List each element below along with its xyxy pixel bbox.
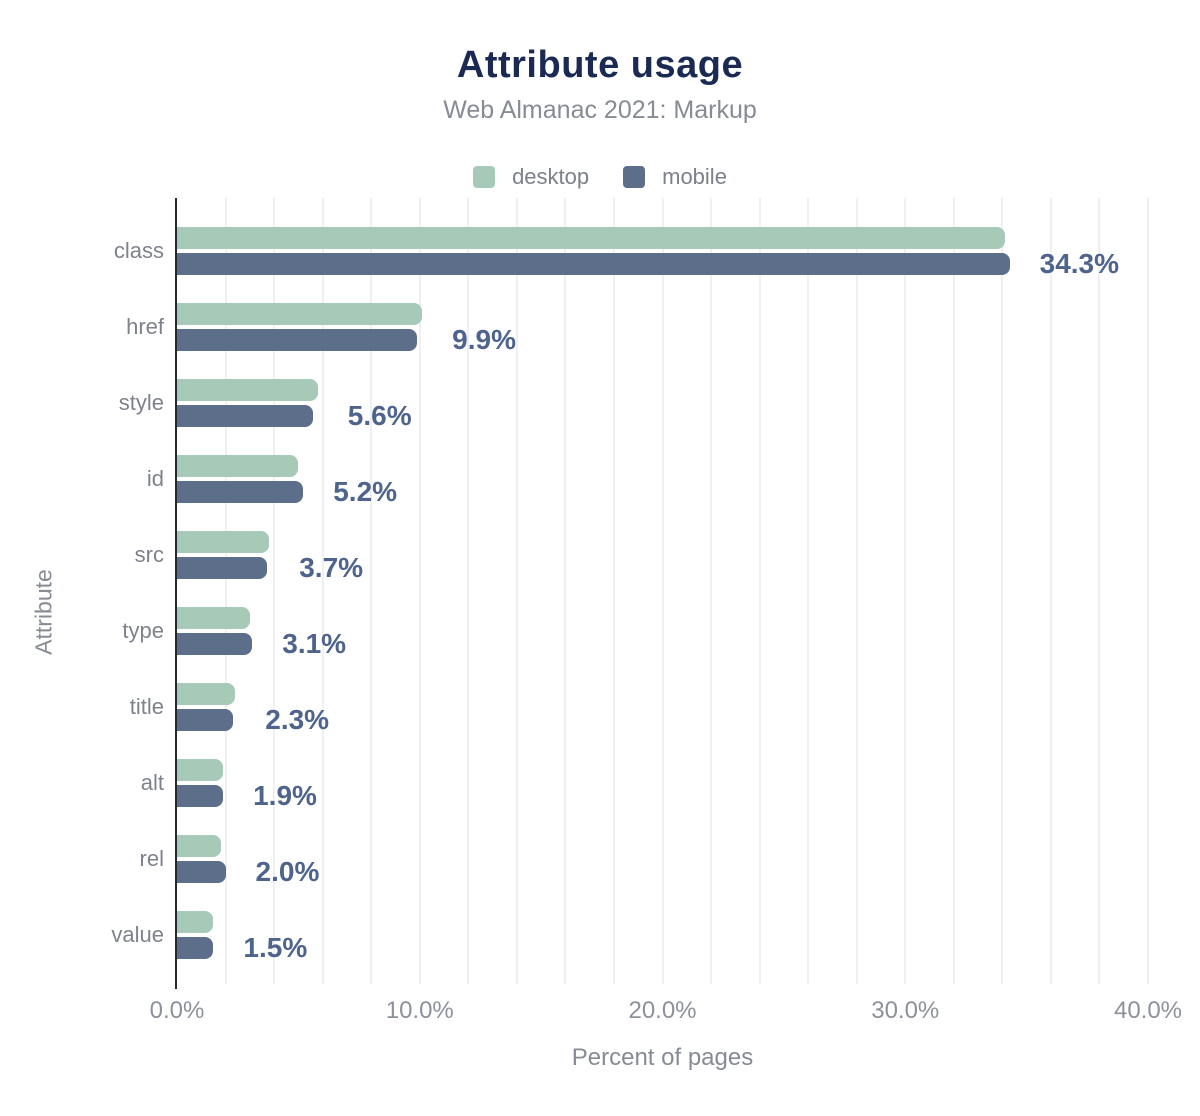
bar-row-href: href 9.9% [126,289,1148,365]
value-annotation-rel: 2.0% [255,856,320,887]
value-annotation-src: 3.7% [299,552,364,583]
gridline [904,198,907,984]
bar-row-src: src 3.7% [135,517,1148,593]
mobile-bar-rel [177,861,226,883]
legend-swatch-mobile [623,166,646,188]
value-annotation-href: 9.9% [452,324,516,355]
value-annotation-id: 5.2% [333,476,398,507]
y-axis-line [175,198,177,989]
mobile-bar-type [177,633,253,655]
y-axis-title: Attribute [30,569,57,655]
gridline [855,198,858,984]
desktop-bar-value [177,911,214,933]
value-annotation-alt: 1.9% [253,780,317,811]
value-annotation-title: 2.3% [265,704,330,735]
x-tick-label-30: 30.0% [871,997,940,1024]
gridline [952,198,955,984]
x-tick-label-40: 40.0% [1113,997,1183,1024]
mobile-bar-class [177,253,1010,275]
gridline [418,198,421,984]
x-tick-label-0: 0.0% [149,997,205,1024]
legend-label-desktop: desktop [512,164,590,189]
gridline [321,198,324,984]
gridline [564,198,567,984]
gridline [1049,198,1052,984]
value-annotation-style: 5.6% [347,400,412,431]
mobile-bar-value [177,937,214,959]
gridline [710,198,713,984]
category-label-style: style [118,390,164,415]
desktop-bar-alt [177,759,224,781]
gridline [612,198,615,984]
desktop-bar-id [177,455,299,477]
mobile-bar-alt [177,785,224,807]
mobile-bar-src [177,557,267,579]
desktop-bar-type [177,607,250,629]
gridline [370,198,373,984]
bar-row-style: style 5.6% [119,365,1148,441]
category-label-alt: alt [140,770,164,795]
legend-item-desktop: desktop [473,164,589,190]
legend-label-mobile: mobile [662,164,727,189]
bar-row-class: class 34.3% [114,213,1148,289]
gridline [467,198,470,984]
mobile-bar-style [177,405,313,427]
category-label-type: type [122,618,164,643]
desktop-bar-title [177,683,236,705]
bar-row-value: value 1.5% [111,897,1148,973]
x-tick-label-10: 10.0% [385,997,454,1024]
value-annotation-class: 34.3% [1039,248,1120,279]
gridline [1147,198,1149,984]
legend-item-mobile: mobile [623,164,727,190]
desktop-bar-rel [177,835,221,857]
plot-area: class 34.3% href 9.9% style 5.6% id 5.2% src 3.7%… [111,198,1152,989]
bar-row-alt: alt 1.9% [141,745,1148,821]
x-axis-ticks: 0.0% 10.0% 20.0% 30.0% 40.0% [150,997,1182,1027]
bar-row-rel: rel 2.0% [140,821,1148,897]
mobile-bar-href [177,329,418,351]
gridline [1001,198,1004,984]
category-label-href: href [126,314,164,339]
desktop-bar-href [177,303,423,325]
gridline [224,198,227,984]
gridline [515,198,518,984]
chart-title: Attribute usage [456,44,744,86]
category-label-class: class [113,238,164,263]
bar-row-type: type 3.1% [122,593,1148,669]
x-axis-title: Percent of pages [571,1044,754,1071]
gridline [273,198,276,984]
bar-rows: class 34.3% href 9.9% style 5.6% id 5.2% src 3.7%… [111,213,1148,973]
legend: desktop mobile [0,164,1200,190]
mobile-bar-id [177,481,304,503]
category-label-id: id [146,466,164,491]
bar-row-id: id 5.2% [147,441,1148,517]
gridline [1098,198,1101,984]
x-tick-label-20: 20.0% [628,997,697,1024]
mobile-bar-title [177,709,233,731]
desktop-bar-class [177,227,1005,249]
desktop-bar-src [177,531,270,553]
gridline [758,198,761,984]
gridline [807,198,810,984]
desktop-bar-style [177,379,318,401]
category-label-title: title [129,694,164,719]
value-annotation-value: 1.5% [243,932,308,963]
chart-subtitle: Web Almanac 2021: Markup [443,96,757,124]
legend-swatch-desktop [473,166,496,188]
gridline [661,198,664,984]
bar-row-title: title 2.3% [130,669,1148,745]
value-annotation-type: 3.1% [282,628,347,659]
category-label-rel: rel [139,846,164,871]
category-label-src: src [134,542,164,567]
category-label-value: value [111,922,164,947]
